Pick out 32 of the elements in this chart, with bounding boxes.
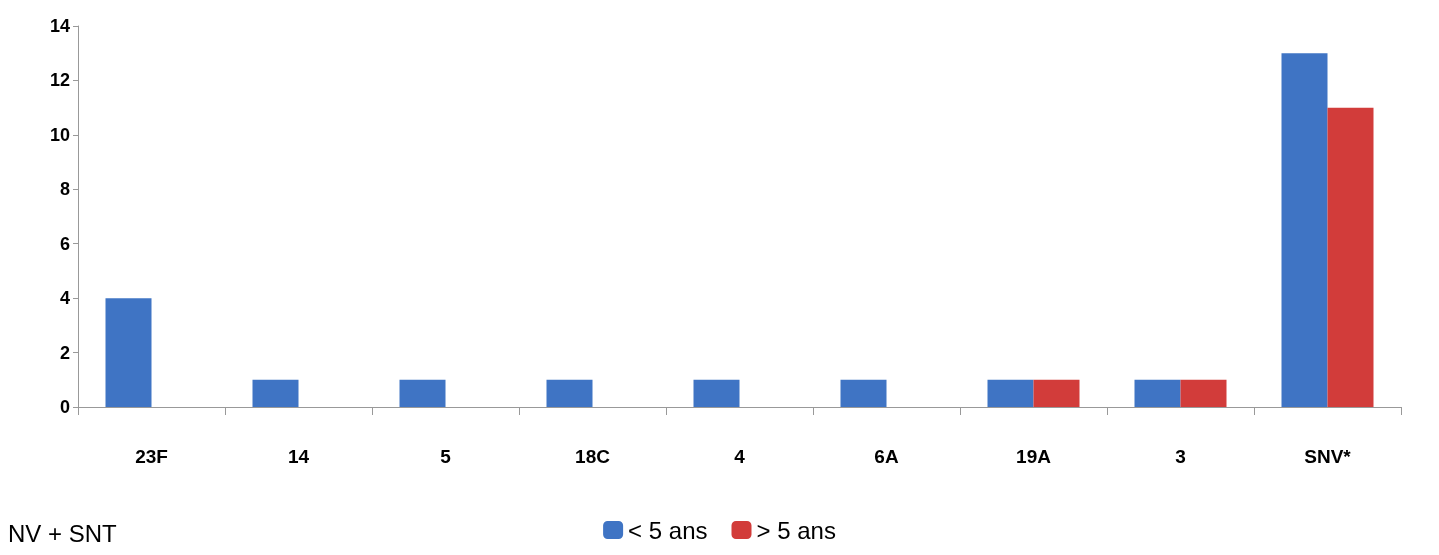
- x-tick-label: 23F: [135, 446, 168, 467]
- bar: [252, 379, 299, 407]
- bar: [840, 379, 887, 407]
- bar: [1180, 379, 1227, 407]
- bar: [1327, 107, 1374, 407]
- bar: [693, 379, 740, 407]
- y-tick-label: 4: [59, 288, 70, 309]
- y-tick-label: 0: [59, 397, 70, 417]
- x-tick-label: 6A: [874, 446, 899, 467]
- bar: [105, 298, 152, 407]
- y-tick-label: 2: [59, 342, 70, 363]
- y-tick-label: 6: [59, 233, 70, 254]
- y-tick-label: 10: [49, 124, 70, 145]
- x-tick-label: 4: [734, 446, 746, 467]
- y-tick-label: 12: [49, 70, 70, 91]
- x-tick-label: 18C: [575, 446, 611, 467]
- bar: [1281, 53, 1328, 407]
- y-tick-label: 8: [59, 179, 70, 200]
- bar: [399, 379, 446, 407]
- y-tick-label: 14: [49, 16, 70, 36]
- bar: [1033, 379, 1080, 407]
- x-tick-label: 3: [1175, 446, 1186, 467]
- text: NV + SNT: [8, 519, 118, 547]
- x-tick-label: 19A: [1016, 446, 1052, 467]
- bar: [546, 379, 593, 407]
- x-tick-label: 5: [440, 446, 452, 467]
- x-tick-label: 14: [287, 446, 310, 467]
- legend-label: < 5 ans: [628, 516, 708, 544]
- legend-label: > 5 ans: [756, 516, 836, 544]
- bar: [1134, 379, 1181, 407]
- x-tick-label: SNV*: [1304, 446, 1352, 467]
- bar: [987, 379, 1034, 407]
